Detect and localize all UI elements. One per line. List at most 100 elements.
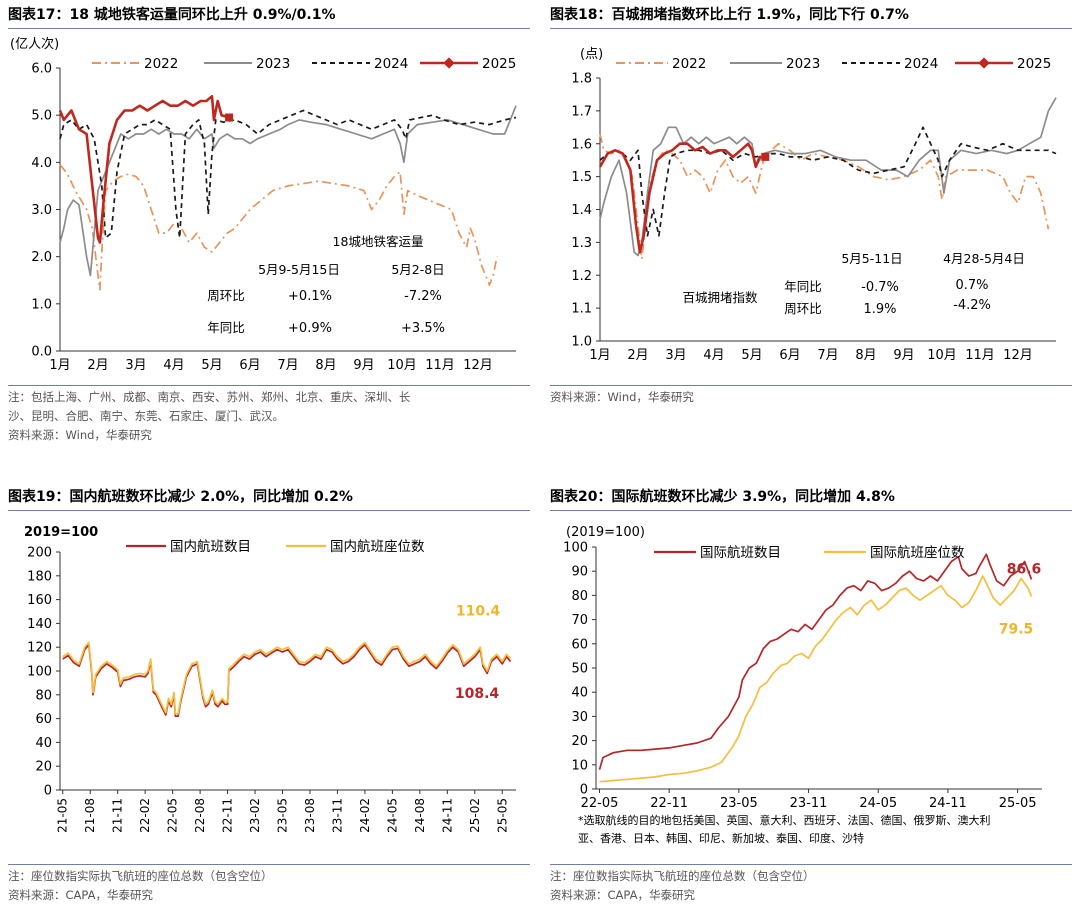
- note-line-1: 注：包括上海、广州、成都、南京、西安、苏州、郑州、北京、重庆、深圳、长: [8, 390, 411, 404]
- y-tick-label: 60: [35, 712, 52, 727]
- annotation-row-label: 年同比: [784, 279, 822, 294]
- x-tick-label: 25-05: [999, 796, 1037, 811]
- end-label-flights: 108.4: [455, 686, 500, 702]
- annotation-value: +0.1%: [288, 289, 332, 304]
- x-tick-label: 12月: [463, 358, 493, 373]
- title-divider: [8, 510, 530, 511]
- x-tick-label: 8月: [855, 348, 876, 363]
- annotation-col1: 5月5-11日: [841, 251, 902, 266]
- note: 注：座位数指实际执飞航班的座位总数（包含空位）: [8, 869, 273, 883]
- x-tick-label: 22-05: [581, 796, 619, 811]
- legend-label: 2025: [1017, 56, 1051, 72]
- y-tick-label: 5.0: [31, 109, 52, 124]
- congestion-index-chart: 1.0 1.1 1.2 1.3 1.4 1.5 1.6 1.7 1.8 1月 2月 3月 4月 5月 6月 7…: [571, 47, 1057, 363]
- x-tick-label: 22-08: [193, 798, 207, 833]
- legend-label: 2022: [672, 56, 706, 72]
- x-tick-label: 24-02: [358, 798, 372, 833]
- footer-divider: [8, 864, 530, 865]
- series-line-国内航班座位数: [62, 641, 512, 715]
- y-tick-label: 2.0: [31, 250, 52, 265]
- x-tick-label: 23-05: [276, 798, 290, 833]
- x-tick-label: 25-05: [495, 798, 509, 833]
- x-tick-label: 24-08: [413, 798, 427, 833]
- legend-label: 国内航班座位数: [330, 539, 425, 555]
- title-divider: [8, 28, 530, 29]
- x-tick-label: 23-05: [720, 796, 758, 811]
- series-end-marker: [761, 152, 770, 161]
- y-tick-label: 0.0: [31, 345, 52, 360]
- y-tick-label: 40: [571, 686, 588, 701]
- y-tick-label: 1.7: [571, 104, 592, 119]
- legend-label: 2024: [374, 56, 408, 72]
- x-tick-label: 22-05: [166, 798, 180, 833]
- x-tick-label: 22-11: [221, 798, 235, 833]
- x-tick-label: 1月: [589, 348, 610, 363]
- annotation-value: 1.9%: [863, 302, 896, 317]
- chart-title: 图表20：国际航班数环比减少 3.9%，同比增加 4.8%: [550, 489, 895, 505]
- x-tick-label: 2月: [87, 358, 108, 373]
- y-tick-label: 100: [563, 541, 588, 556]
- y-tick-label: 3.0: [31, 203, 52, 218]
- y-tick-label: 1.1: [571, 302, 592, 317]
- y-tick-label: 1.0: [571, 335, 592, 350]
- y-tick-label: 30: [571, 710, 588, 725]
- chart-panel-18: 图表18：百城拥堵指数环比上行 1.9%，同比下行 0.7% 1.0 1.1 1.2…: [550, 4, 1072, 424]
- x-tick-label: 21-05: [56, 798, 70, 833]
- x-tick-label: 5月: [741, 348, 762, 363]
- annotation-col2: 4月28-5月4日: [943, 251, 1025, 266]
- y-tick-label: 20: [571, 734, 588, 749]
- footer-divider: [550, 864, 1072, 865]
- y-axis-unit: (2019=100): [566, 525, 645, 540]
- annotation-value: 0.7%: [955, 278, 988, 293]
- international-flights-chart: 0 10 20 30 40 50 60 70 80 90 100 22-05 22-11 23-05 23-…: [563, 525, 1042, 845]
- x-tick-label: 1月: [49, 358, 70, 373]
- note-line-2: 沙、昆明、合肥、南宁、东莞、石家庄、厦门、武汉。: [8, 409, 284, 423]
- y-tick-label: 0: [44, 784, 52, 799]
- annotation-index-label: 百城拥堵指数: [682, 290, 758, 305]
- x-tick-label: 25-02: [468, 798, 482, 833]
- y-tick-label: 1.2: [571, 269, 592, 284]
- annotation-value: +0.9%: [288, 321, 332, 336]
- x-tick-label: 9月: [353, 358, 374, 373]
- legend-label: 国际航班数目: [700, 545, 781, 561]
- source-note: 资料来源：CAPA，华泰研究: [550, 888, 695, 902]
- chart-panel-17: 图表17：18 城地铁客运量同环比上升 0.9%/0.1% 0.0 1.0 2.0 3…: [8, 4, 530, 454]
- x-tick-label: 12月: [1003, 348, 1033, 363]
- title-divider: [550, 28, 1072, 29]
- annotation-value: +3.5%: [401, 321, 445, 336]
- y-tick-label: 160: [27, 593, 52, 608]
- legend-marker: [978, 57, 990, 69]
- annotation-row-label: 年同比: [207, 320, 245, 335]
- x-tick-label: 23-11: [330, 798, 344, 833]
- x-tick-label: 23-08: [303, 798, 317, 833]
- y-tick-label: 1.8: [571, 72, 592, 87]
- y-tick-label: 90: [571, 565, 588, 580]
- x-tick-label: 10月: [387, 358, 417, 373]
- x-tick-label: 7月: [817, 348, 838, 363]
- x-tick-label: 4月: [703, 348, 724, 363]
- x-tick-label: 2月: [627, 348, 648, 363]
- chart-title: 图表19：国内航班数环比减少 2.0%，同比增加 0.2%: [8, 489, 353, 505]
- y-tick-label: 1.5: [571, 170, 592, 185]
- x-tick-label: 8月: [315, 358, 336, 373]
- y-tick-label: 100: [27, 665, 52, 680]
- y-tick-label: 6.0: [31, 62, 52, 77]
- x-tick-label: 6月: [779, 348, 800, 363]
- x-tick-label: 6月: [239, 358, 260, 373]
- y-tick-label: 70: [571, 613, 588, 628]
- series-line-2025: [598, 142, 766, 254]
- y-tick-label: 4.0: [31, 156, 52, 171]
- inner-note-line: *选取航线的目的地包括美国、英国、意大利、西班牙、法国、德国、俄罗斯、澳大利: [578, 813, 991, 827]
- annotation-row-label: 周环比: [207, 288, 245, 303]
- end-label-flights: 86.6: [1007, 561, 1042, 577]
- source-note: 资料来源：Wind，华泰研究: [8, 428, 152, 442]
- y-axis-unit: (点): [580, 47, 603, 62]
- x-tick-label: 11月: [965, 348, 995, 363]
- annotation-row-label: 周环比: [784, 301, 822, 316]
- series-line-2024: [599, 126, 1057, 237]
- x-tick-label: 23-02: [248, 798, 262, 833]
- x-tick-label: 3月: [125, 358, 146, 373]
- note: 注：座位数指实际执飞航班的座位总数（包含空位）: [550, 869, 815, 883]
- y-tick-label: 1.4: [571, 203, 592, 218]
- legend-label: 2023: [786, 56, 820, 72]
